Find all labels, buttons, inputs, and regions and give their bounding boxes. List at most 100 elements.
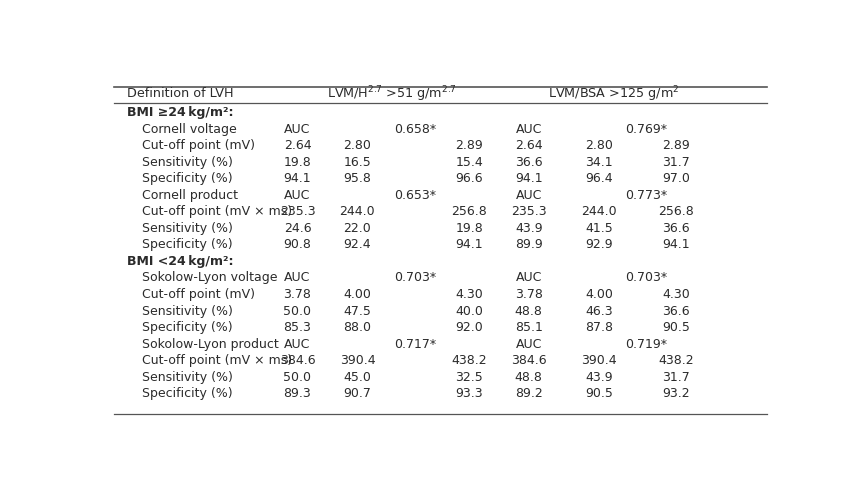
- Text: 94.1: 94.1: [456, 239, 483, 251]
- Text: 96.4: 96.4: [586, 172, 613, 186]
- Text: 438.2: 438.2: [452, 354, 488, 367]
- Text: Cut-off point (mV × ms): Cut-off point (mV × ms): [142, 206, 292, 218]
- Text: 94.1: 94.1: [662, 239, 690, 251]
- Text: LVM/H$^{2.7}$ >51 g/m$^{2.7}$: LVM/H$^{2.7}$ >51 g/m$^{2.7}$: [327, 84, 457, 104]
- Text: BMI <24 kg/m²:: BMI <24 kg/m²:: [127, 255, 234, 268]
- Text: 36.6: 36.6: [662, 304, 690, 318]
- Text: BMI ≥24 kg/m²:: BMI ≥24 kg/m²:: [127, 106, 234, 119]
- Text: 89.9: 89.9: [515, 239, 543, 251]
- Text: 235.3: 235.3: [280, 206, 316, 218]
- Text: Cut-off point (mV): Cut-off point (mV): [142, 288, 255, 301]
- Text: 0.703*: 0.703*: [394, 271, 436, 284]
- Text: 36.6: 36.6: [662, 222, 690, 235]
- Text: 89.3: 89.3: [284, 387, 311, 400]
- Text: 2.80: 2.80: [343, 139, 372, 152]
- Text: Specificity (%): Specificity (%): [142, 321, 233, 334]
- Text: 47.5: 47.5: [343, 304, 372, 318]
- Text: 43.9: 43.9: [586, 371, 613, 384]
- Text: 31.7: 31.7: [662, 371, 690, 384]
- Text: 256.8: 256.8: [658, 206, 694, 218]
- Text: 3.78: 3.78: [515, 288, 543, 301]
- Text: 2.64: 2.64: [284, 139, 311, 152]
- Text: 85.1: 85.1: [515, 321, 543, 334]
- Text: 45.0: 45.0: [343, 371, 372, 384]
- Text: 4.30: 4.30: [456, 288, 483, 301]
- Text: 88.0: 88.0: [343, 321, 372, 334]
- Text: 92.9: 92.9: [586, 239, 613, 251]
- Text: AUC: AUC: [285, 189, 310, 202]
- Text: 4.00: 4.00: [343, 288, 372, 301]
- Text: AUC: AUC: [515, 337, 542, 351]
- Text: 244.0: 244.0: [581, 206, 617, 218]
- Text: 43.9: 43.9: [515, 222, 543, 235]
- Text: 4.30: 4.30: [662, 288, 690, 301]
- Text: 244.0: 244.0: [340, 206, 375, 218]
- Text: AUC: AUC: [285, 337, 310, 351]
- Text: Sokolow-Lyon voltage: Sokolow-Lyon voltage: [142, 271, 278, 284]
- Text: 3.78: 3.78: [284, 288, 311, 301]
- Text: AUC: AUC: [515, 123, 542, 136]
- Text: Cornell product: Cornell product: [142, 189, 238, 202]
- Text: 2.89: 2.89: [456, 139, 483, 152]
- Text: 90.5: 90.5: [586, 387, 613, 400]
- Text: 90.5: 90.5: [662, 321, 690, 334]
- Text: LVM/BSA >125 g/m$^{2}$: LVM/BSA >125 g/m$^{2}$: [549, 84, 679, 104]
- Text: AUC: AUC: [515, 189, 542, 202]
- Text: 34.1: 34.1: [586, 156, 613, 169]
- Text: 48.8: 48.8: [515, 371, 543, 384]
- Text: 0.773*: 0.773*: [625, 189, 667, 202]
- Text: Sensitivity (%): Sensitivity (%): [142, 222, 233, 235]
- Text: 2.64: 2.64: [515, 139, 543, 152]
- Text: 22.0: 22.0: [343, 222, 372, 235]
- Text: 85.3: 85.3: [284, 321, 311, 334]
- Text: Cut-off point (mV): Cut-off point (mV): [142, 139, 255, 152]
- Text: 384.6: 384.6: [511, 354, 547, 367]
- Text: 48.8: 48.8: [515, 304, 543, 318]
- Text: Specificity (%): Specificity (%): [142, 387, 233, 400]
- Text: 0.769*: 0.769*: [625, 123, 667, 136]
- Text: 97.0: 97.0: [662, 172, 690, 186]
- Text: 2.89: 2.89: [662, 139, 690, 152]
- Text: 92.4: 92.4: [344, 239, 372, 251]
- Text: AUC: AUC: [285, 271, 310, 284]
- Text: 15.4: 15.4: [456, 156, 483, 169]
- Text: AUC: AUC: [285, 123, 310, 136]
- Text: 36.6: 36.6: [515, 156, 543, 169]
- Text: 90.7: 90.7: [343, 387, 372, 400]
- Text: 93.3: 93.3: [456, 387, 483, 400]
- Text: 32.5: 32.5: [456, 371, 483, 384]
- Text: 94.1: 94.1: [515, 172, 543, 186]
- Text: 0.717*: 0.717*: [394, 337, 436, 351]
- Text: 0.703*: 0.703*: [625, 271, 667, 284]
- Text: 235.3: 235.3: [511, 206, 547, 218]
- Text: Definition of LVH: Definition of LVH: [127, 87, 234, 100]
- Text: 0.719*: 0.719*: [625, 337, 667, 351]
- Text: 384.6: 384.6: [280, 354, 316, 367]
- Text: Sensitivity (%): Sensitivity (%): [142, 156, 233, 169]
- Text: 90.8: 90.8: [284, 239, 311, 251]
- Text: 96.6: 96.6: [456, 172, 483, 186]
- Text: 390.4: 390.4: [340, 354, 375, 367]
- Text: 93.2: 93.2: [662, 387, 690, 400]
- Text: Sensitivity (%): Sensitivity (%): [142, 304, 233, 318]
- Text: 24.6: 24.6: [284, 222, 311, 235]
- Text: 40.0: 40.0: [456, 304, 483, 318]
- Text: Specificity (%): Specificity (%): [142, 239, 233, 251]
- Text: Specificity (%): Specificity (%): [142, 172, 233, 186]
- Text: 0.658*: 0.658*: [394, 123, 436, 136]
- Text: 2.80: 2.80: [586, 139, 613, 152]
- Text: Cornell voltage: Cornell voltage: [142, 123, 236, 136]
- Text: 46.3: 46.3: [586, 304, 613, 318]
- Text: Sensitivity (%): Sensitivity (%): [142, 371, 233, 384]
- Text: 50.0: 50.0: [284, 304, 311, 318]
- Text: 0.653*: 0.653*: [394, 189, 436, 202]
- Text: 19.8: 19.8: [456, 222, 483, 235]
- Text: 41.5: 41.5: [586, 222, 613, 235]
- Text: Sokolow-Lyon product: Sokolow-Lyon product: [142, 337, 279, 351]
- Text: AUC: AUC: [515, 271, 542, 284]
- Text: 95.8: 95.8: [343, 172, 372, 186]
- Text: 4.00: 4.00: [586, 288, 613, 301]
- Text: 94.1: 94.1: [284, 172, 311, 186]
- Text: 89.2: 89.2: [515, 387, 543, 400]
- Text: 87.8: 87.8: [586, 321, 613, 334]
